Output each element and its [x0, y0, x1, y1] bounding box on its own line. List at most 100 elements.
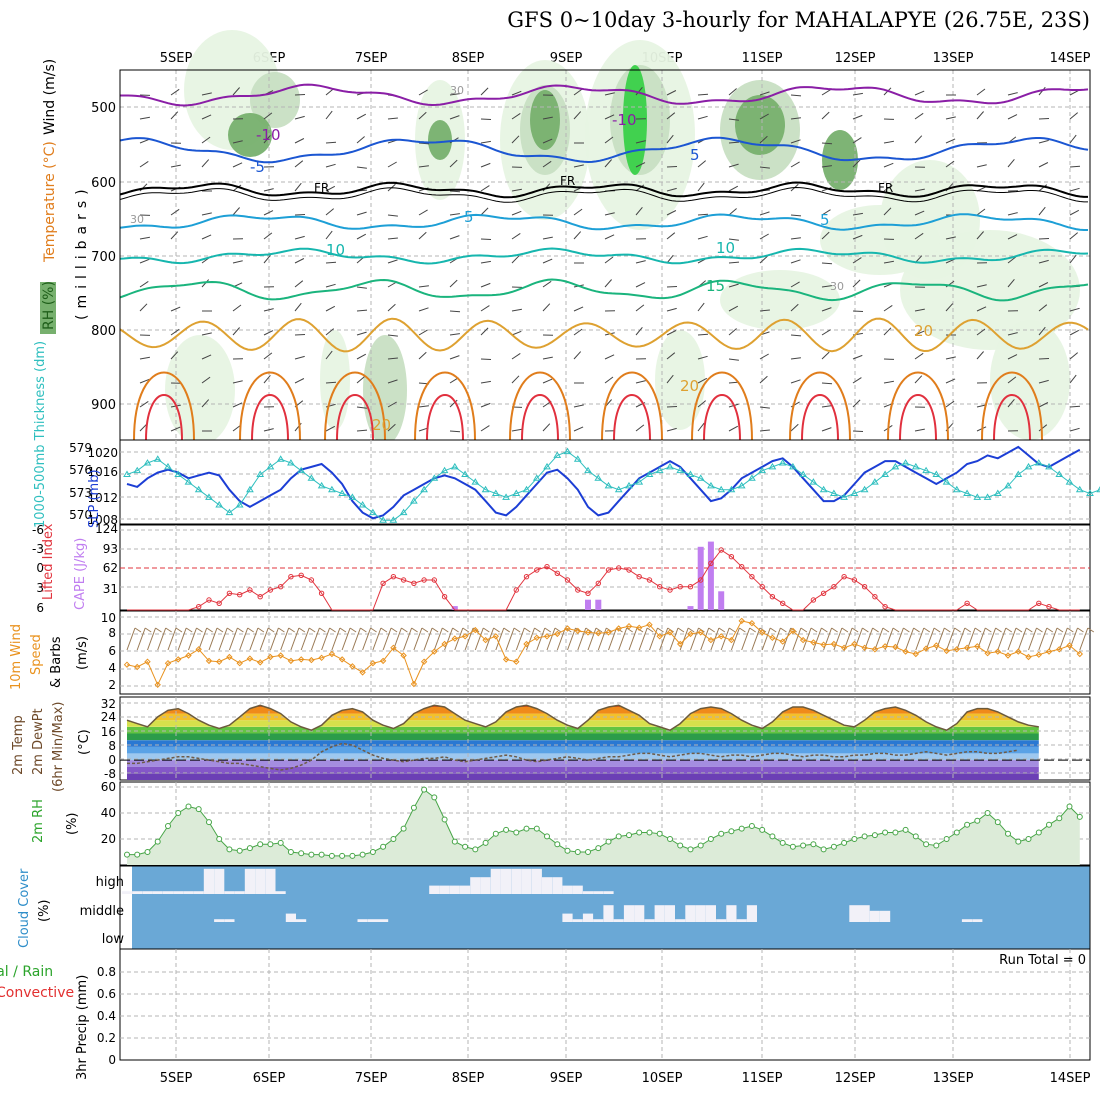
- upper-barb: [542, 303, 551, 312]
- wind10m-barb: [372, 627, 382, 651]
- upper-barb: [449, 93, 460, 96]
- temp-band-3: [127, 753, 1039, 760]
- wind10m-barb: [433, 627, 443, 651]
- upper-barb: [387, 401, 397, 408]
- li-point: [882, 604, 888, 610]
- cloud-bar-high: [152, 891, 163, 894]
- upper-barb: [232, 87, 240, 96]
- wind10m-barb-flag: [1005, 627, 1013, 633]
- label-five-2: 5: [820, 211, 830, 229]
- rh-blob-18: [320, 330, 350, 430]
- wind10m-barb-flag: [155, 627, 162, 633]
- wind-tick-10: 10: [101, 611, 116, 625]
- ylabel-temp-unit: (°C): [77, 729, 92, 755]
- upper-barb: [139, 160, 149, 168]
- wind10m-point: [461, 633, 469, 640]
- upper-barb: [945, 303, 954, 312]
- rh2m-point: [277, 839, 284, 846]
- upper-barb: [790, 423, 799, 432]
- upper-barb: [418, 285, 429, 288]
- li-point: [749, 574, 755, 580]
- wind10m-barb-flag: [1046, 627, 1054, 633]
- slp-tick-1016: 1016: [87, 465, 118, 479]
- contour-25-loop: [509, 371, 571, 441]
- cloud-bar-high: [121, 891, 133, 894]
- wind10m-barb-flag: [175, 627, 183, 633]
- wind10m-barb-flag: [944, 627, 951, 633]
- upper-barb: [418, 231, 427, 240]
- run-total: Run Total = 0: [999, 953, 1086, 968]
- upper-barb: [232, 184, 242, 192]
- cape-bar: [718, 591, 725, 610]
- label-fr-2: FR: [560, 174, 575, 188]
- upper-barb: [790, 281, 800, 288]
- li-point: [288, 574, 294, 580]
- upper-barb: [759, 233, 769, 240]
- upper-barb: [666, 134, 674, 144]
- precip-tick-08: 0.8: [97, 965, 116, 979]
- wind10m-barb-flag: [165, 627, 172, 633]
- wind10m-barb-flag: [329, 627, 336, 633]
- upper-barb: [604, 212, 615, 216]
- upper-barb: [604, 114, 615, 120]
- wind10m-barb-flag: [646, 627, 654, 633]
- cloud-bar-high: [203, 868, 214, 894]
- thickness-point: [563, 447, 572, 455]
- upper-barb: [852, 114, 863, 120]
- wind10m-barb: [423, 627, 433, 651]
- upper-barb: [480, 118, 492, 120]
- ylabel-2m-rh: 2m RH: [31, 799, 46, 843]
- thickness-point: [1024, 462, 1033, 470]
- thickness-point: [1065, 478, 1074, 485]
- upper-barb: [325, 110, 333, 120]
- rh2m-point: [410, 804, 417, 811]
- ylabel-rh: RH (%): [41, 281, 57, 330]
- upper-barb: [1007, 92, 1018, 96]
- upper-barb: [790, 237, 801, 240]
- wind10m-barb: [495, 627, 505, 651]
- wind10m-point: [133, 663, 141, 671]
- upper-barb: [697, 422, 705, 432]
- upper-barb: [697, 333, 709, 336]
- wind10m-line: [126, 620, 1081, 686]
- wind10m-barb-flag: [534, 627, 541, 633]
- upper-barb: [170, 208, 180, 216]
- thickness-point: [1045, 462, 1053, 470]
- wind10m-barb-flag: [288, 627, 295, 633]
- upper-barb: [635, 326, 643, 336]
- li-tick-6: 6: [36, 601, 44, 615]
- cloud-bar-middle: [880, 910, 891, 922]
- li-point: [739, 564, 745, 570]
- wind10m-barb: [300, 627, 310, 651]
- upper-barb: [325, 261, 337, 264]
- thickness-point: [450, 462, 459, 470]
- upper-barb: [232, 380, 243, 384]
- rh2m-point: [892, 829, 899, 836]
- upper-barb: [666, 406, 678, 408]
- cloud-bar-high: [132, 891, 143, 894]
- upper-barb: [449, 310, 461, 313]
- label-minus10: -10: [256, 126, 281, 144]
- ylabel-cloud-cover: Cloud Cover: [17, 868, 32, 948]
- upper-barb: [666, 352, 676, 360]
- bottom-day-label: 12SEP: [835, 1071, 876, 1086]
- upper-barb: [852, 354, 863, 360]
- wind10m-barb-flag: [595, 627, 603, 633]
- upper-barb: [263, 254, 271, 264]
- upper-barb: [387, 357, 398, 360]
- wind10m-barb: [280, 627, 290, 651]
- cloud-bar-high: [162, 891, 174, 894]
- upper-barb: [697, 235, 708, 240]
- upper-barb: [325, 185, 336, 192]
- wind10m-barb-flag: [677, 627, 685, 633]
- upper-barb: [356, 309, 368, 312]
- rh-contour-fill: [165, 30, 1080, 445]
- upper-barb: [356, 136, 365, 144]
- wind10m-point: [779, 638, 786, 645]
- upper-barb: [604, 159, 612, 168]
- upper-barb: [604, 376, 614, 384]
- upper-barb: [356, 211, 367, 216]
- upper-barb: [883, 327, 892, 336]
- cloud-bar-high: [470, 877, 481, 894]
- upper-barb: [697, 400, 707, 408]
